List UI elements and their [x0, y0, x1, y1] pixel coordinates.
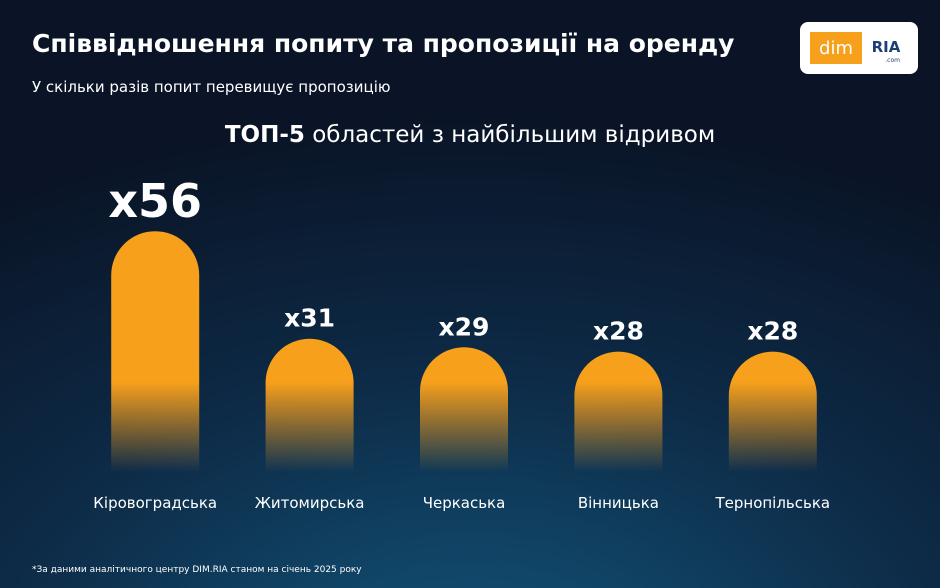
value-label: x28: [593, 317, 644, 346]
logo-suffix: .com: [885, 57, 900, 64]
plot: Кіровоградська x56 Житомирська x31 Черкаська…: [93, 174, 830, 512]
x-tick-label: Тернопільська: [714, 494, 830, 512]
x-tick-label: Кіровоградська: [93, 494, 217, 512]
logo-right: RIA: [872, 38, 901, 56]
value-label: x28: [747, 317, 798, 346]
x-tick-label: Житомирська: [255, 494, 365, 512]
chart-heading: ТОП-5 областей з найбільшим відривом: [225, 122, 715, 148]
logo: dim RIA .com: [800, 22, 918, 74]
logo-left: dim: [819, 38, 853, 59]
value-label: x31: [284, 304, 335, 333]
bar: [265, 338, 354, 472]
x-tick-label: Вінницька: [578, 494, 659, 512]
page-title: Співвідношення попиту та пропозиції на о…: [32, 29, 734, 58]
logo-left-box: [810, 32, 862, 64]
bar: [111, 231, 200, 472]
value-label: x29: [439, 312, 490, 341]
bar: [420, 347, 508, 472]
heading-bold: ТОП-5: [225, 122, 305, 148]
value-label: x56: [108, 174, 202, 228]
x-tick-label: Черкаська: [423, 494, 506, 512]
bar: [574, 351, 663, 472]
bar: [728, 351, 817, 472]
subtitle: У скільки разів попит перевищує пропозиц…: [32, 78, 391, 96]
footnote: *За даними аналітичного центру DIM.RIA с…: [32, 565, 362, 575]
heading-rest: областей з найбільшим відривом: [312, 122, 715, 148]
